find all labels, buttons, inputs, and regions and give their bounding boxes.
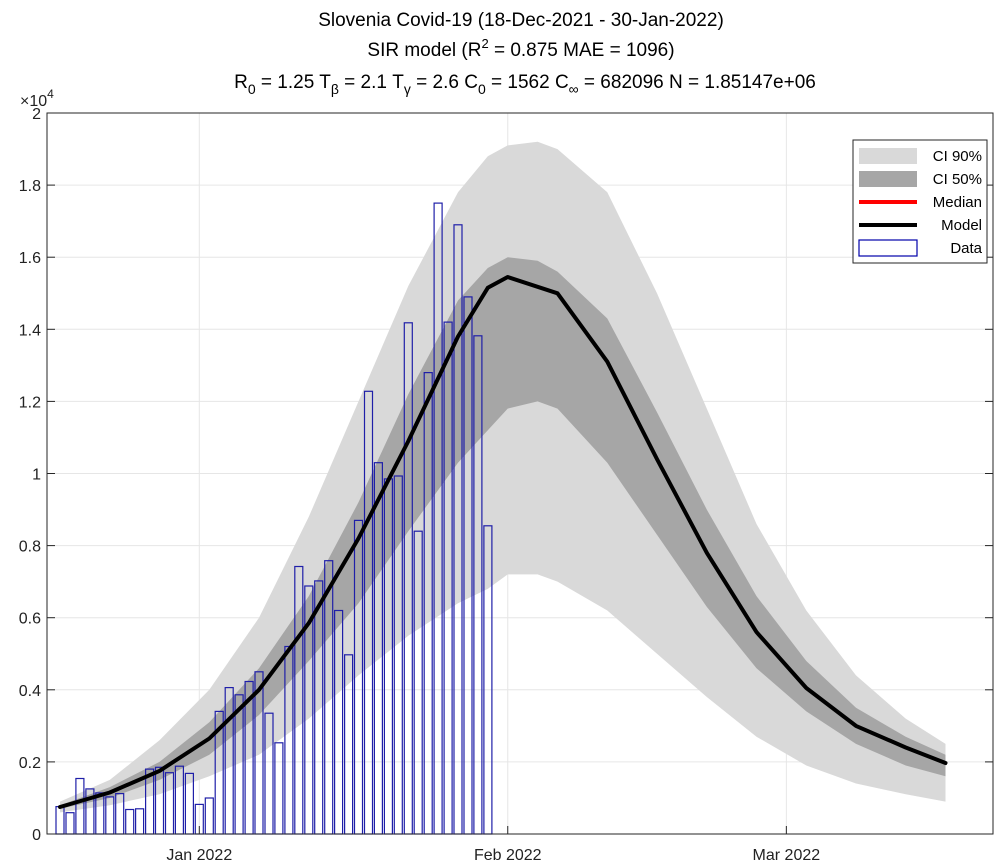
param-1-subscript: β — [331, 81, 339, 97]
legend-swatch-1 — [859, 171, 917, 187]
y-tick-label-8: 1.6 — [19, 250, 41, 267]
model-line — [58, 275, 948, 809]
subtitle-prefix: SIR model (R — [367, 40, 481, 61]
y-axis-exponent: ×104 — [20, 87, 54, 110]
ci50-layer — [60, 257, 946, 809]
y-exponent-base: ×10 — [20, 93, 47, 110]
ci50-band — [60, 257, 946, 809]
legend-swatch-0 — [859, 148, 917, 164]
y-tick-label-6: 1.2 — [19, 394, 41, 411]
param-4-value: = 682096 — [579, 72, 664, 93]
model-parameters: R0 = 1.25 Tβ = 2.1 Tγ = 2.6 C0 = 1562 C∞… — [234, 72, 816, 97]
y-tick-label-7: 1.4 — [19, 322, 41, 339]
param-3-subscript: 0 — [478, 81, 486, 97]
y-tick-label-10: 2 — [32, 106, 41, 123]
chart-title: Slovenia Covid-19 (18-Dec-2021 - 30-Jan-… — [318, 10, 724, 31]
y-tick-label-9: 1.8 — [19, 178, 41, 195]
param-2-name: T — [387, 72, 404, 93]
param-1-name: T — [314, 72, 331, 93]
chart-subtitle: SIR model (R2 = 0.875 MAE = 1096) — [367, 36, 674, 61]
param-2-subscript: γ — [404, 81, 411, 97]
param-4-name: C — [550, 72, 569, 93]
y-tick-label-4: 0.8 — [19, 539, 41, 556]
y-tick-label-5: 1 — [32, 467, 41, 484]
param-4-subscript: ∞ — [569, 81, 579, 97]
param-1-value: = 2.1 — [339, 72, 387, 93]
plot-area: 0 0.2 0.4 0.6 0.8 1 1.2 1.4 1.6 1.8 2 Jan 2022 Feb 2… — [19, 106, 994, 864]
param-5-value: = 1.85147e+06 — [683, 72, 816, 93]
legend-label-4: Data — [950, 240, 982, 257]
legend-label-2: Median — [933, 194, 982, 211]
legend-label-0: CI 90% — [933, 148, 982, 165]
model-lines — [58, 275, 948, 809]
y-tick-label-2: 0.4 — [19, 683, 41, 700]
param-0-value: = 1.25 — [256, 72, 315, 93]
legend-label-3: Model — [941, 217, 982, 234]
legend-label-1: CI 50% — [933, 171, 982, 188]
param-3-value: = 1562 — [486, 72, 550, 93]
param-0-name: R — [234, 72, 248, 93]
y-exponent-power: 4 — [47, 87, 54, 101]
tick-labels: 0 0.2 0.4 0.6 0.8 1 1.2 1.4 1.6 1.8 2 Jan 2022 Feb 2… — [19, 106, 993, 864]
x-tick-label-0: Jan 2022 — [166, 847, 232, 864]
x-tick-label-1: Feb 2022 — [474, 847, 542, 864]
x-tick-label-2: Mar 2022 — [753, 847, 821, 864]
param-5-name: N — [664, 72, 683, 93]
legend: CI 90% CI 50% Median Model Data — [852, 139, 988, 264]
param-0-subscript: 0 — [248, 81, 256, 97]
y-tick-label-0: 0 — [32, 827, 41, 844]
y-tick-label-3: 0.6 — [19, 611, 41, 628]
param-3-name: C — [459, 72, 478, 93]
y-tick-label-1: 0.2 — [19, 755, 41, 772]
legend-swatch-4 — [858, 239, 918, 257]
subtitle-suffix: = 0.875 MAE = 1096) — [489, 40, 675, 61]
subtitle-superscript: 2 — [481, 36, 488, 51]
param-2-value: = 2.6 — [411, 72, 459, 93]
